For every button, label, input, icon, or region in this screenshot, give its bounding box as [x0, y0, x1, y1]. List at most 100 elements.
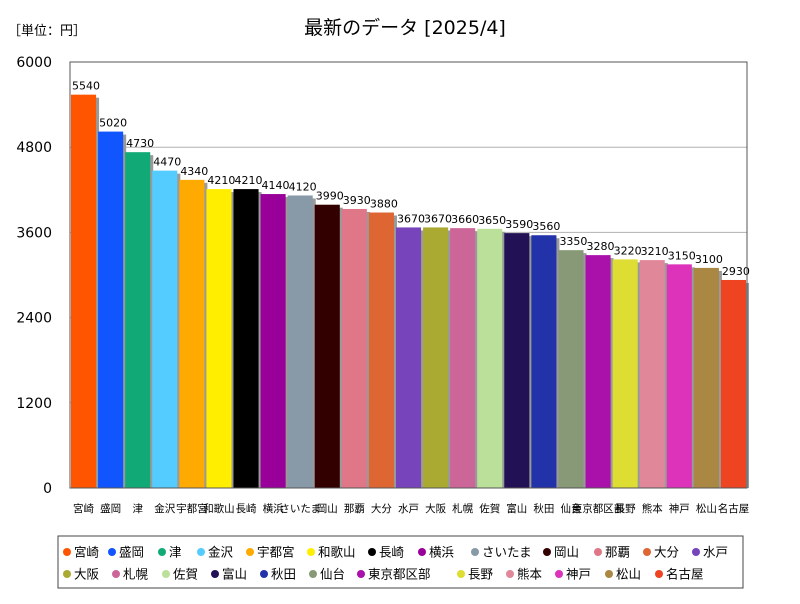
- legend-swatch: [112, 570, 120, 578]
- bar: [693, 267, 719, 488]
- x-tick-label: 大阪: [425, 502, 446, 515]
- y-tick-label: 6000: [16, 55, 52, 71]
- bar: [395, 227, 422, 488]
- legend-box: [57, 535, 744, 589]
- legend-swatch: [555, 570, 563, 578]
- legend-item: 大阪: [74, 567, 100, 582]
- data-label: 4470: [153, 156, 181, 169]
- legend-item: 那覇: [605, 545, 630, 560]
- data-label: 3670: [424, 212, 452, 225]
- x-tick-label: 津: [132, 503, 143, 515]
- bar: [368, 212, 394, 488]
- data-label: 3650: [478, 214, 506, 227]
- data-label: 3930: [343, 194, 371, 207]
- bar: [206, 189, 232, 488]
- legend-item: 長野: [468, 567, 494, 582]
- y-tick-label: 1200: [16, 396, 52, 412]
- legend-swatch: [655, 570, 663, 578]
- x-tick-label: 金沢: [154, 502, 175, 515]
- x-tick-label: 水戸: [398, 503, 419, 515]
- legend-swatch: [605, 570, 613, 578]
- x-tick-label: 東京都区部: [572, 502, 625, 515]
- data-label: 3150: [668, 249, 696, 262]
- legend-item: 東京都区部: [368, 567, 431, 582]
- x-tick-label: 長野: [615, 503, 636, 515]
- bar: [233, 189, 259, 488]
- legend-swatch: [211, 570, 219, 578]
- x-tick-label: 長崎: [236, 502, 257, 515]
- x-tick-label: 和歌山: [203, 502, 235, 515]
- bars: [71, 94, 749, 489]
- legend-item: 秋田: [271, 567, 296, 582]
- bar: [125, 152, 151, 489]
- x-tick-label: 盛岡: [100, 502, 121, 515]
- data-label: 3280: [587, 240, 615, 253]
- legend-swatch: [246, 548, 254, 556]
- legend-item: 長崎: [379, 545, 405, 560]
- x-tick-label: 名古屋: [718, 502, 750, 515]
- legend-item: 盛岡: [119, 545, 144, 560]
- x-tick-label: 仙台: [560, 502, 581, 515]
- legend-item: 横浜: [429, 545, 454, 560]
- legend-swatch: [368, 548, 376, 556]
- data-label: 5540: [72, 80, 100, 93]
- legend-item: 大分: [654, 545, 679, 560]
- bar: [477, 228, 503, 488]
- legend-swatch: [457, 570, 465, 578]
- bar: [341, 208, 367, 488]
- bar: [720, 279, 746, 488]
- legend-swatch: [357, 570, 365, 578]
- legend-item: 富山: [222, 567, 247, 582]
- x-tick-label: 札幌: [452, 502, 473, 515]
- x-tick-label: 岡山: [317, 503, 338, 515]
- data-label: 4140: [262, 179, 290, 192]
- data-label: 3350: [559, 235, 587, 248]
- legend-swatch: [471, 548, 479, 556]
- data-label: 3560: [532, 220, 560, 233]
- bar: [71, 94, 97, 488]
- x-tick-label: 秋田: [533, 502, 554, 515]
- x-tick-label: 那覇: [344, 503, 365, 515]
- bar: [287, 195, 313, 489]
- legend-item: 金沢: [208, 545, 234, 560]
- data-label: 3220: [614, 244, 642, 257]
- data-label: 3590: [505, 218, 533, 231]
- y-tick-label: 4800: [16, 140, 52, 156]
- data-label: 5020: [99, 117, 127, 130]
- legend-item: さいたま: [482, 545, 532, 560]
- legend-item: 佐賀: [173, 567, 198, 582]
- x-tick-label: 神戸: [669, 502, 690, 515]
- legend-swatch: [543, 548, 551, 556]
- legend-swatch: [643, 548, 651, 556]
- legend-item: 熊本: [517, 567, 543, 582]
- legend-swatch: [307, 548, 315, 556]
- data-label: 4210: [207, 174, 235, 187]
- legend-swatch: [63, 548, 71, 556]
- bar: [558, 250, 584, 488]
- legend-item: 松山: [616, 567, 641, 582]
- legend-item: 宮崎: [74, 545, 100, 560]
- legend-swatch: [594, 548, 602, 556]
- bar: [98, 131, 124, 488]
- legend-swatch: [158, 548, 166, 556]
- legend-swatch: [309, 570, 317, 578]
- legend-item: 仙台: [320, 567, 345, 582]
- bar: [152, 170, 178, 488]
- bar: [639, 260, 665, 488]
- x-tick-label: 松山: [696, 502, 717, 515]
- x-tick-label: 横浜: [263, 502, 284, 515]
- y-tick-label: 2400: [16, 311, 52, 327]
- legend-item: 水戸: [703, 545, 728, 560]
- data-label: 3210: [641, 245, 669, 258]
- unit-label: ［単位：円］: [8, 23, 86, 39]
- bar: [612, 259, 638, 488]
- x-tick-label: 宇都宮: [176, 502, 208, 515]
- data-label: 3660: [451, 213, 479, 226]
- data-label: 4120: [289, 180, 317, 193]
- y-axis-ticks: 0 1200 2400 3600 4800 6000: [16, 55, 52, 497]
- data-label: 3100: [695, 253, 723, 266]
- x-tick-label: 大分: [371, 502, 392, 515]
- data-label: 2930: [722, 265, 750, 278]
